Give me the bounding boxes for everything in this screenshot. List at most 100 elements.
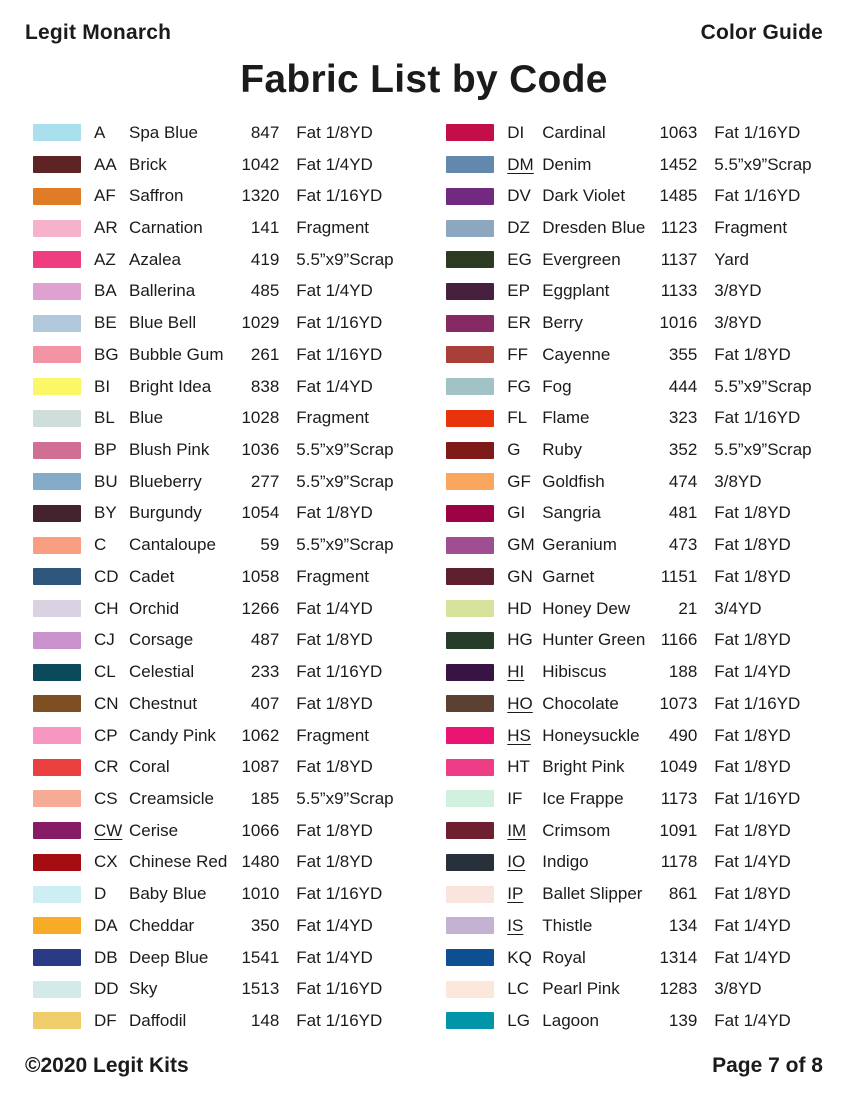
fabric-number: 59	[260, 535, 280, 555]
fabric-name: Bubble Gum	[129, 344, 224, 364]
fabric-color-swatch	[33, 156, 81, 174]
fabric-number: 1480	[241, 852, 280, 872]
fabric-code: GN	[507, 566, 533, 586]
fabric-color-swatch	[446, 187, 495, 205]
fabric-number: 1042	[241, 154, 280, 174]
fabric-name: Hunter Green	[542, 630, 646, 650]
fabric-row: DZ Dresden Blue 1123 Fragment	[446, 212, 816, 244]
fabric-row: D Baby Blue 1010 Fat 1/16YD	[33, 878, 398, 910]
fabric-name: Berry	[542, 313, 583, 333]
fabric-number: 1151	[660, 566, 698, 586]
fabric-number: 419	[250, 249, 280, 269]
fabric-row: IM Crimsom 1091 Fat 1/8YD	[446, 815, 816, 847]
fabric-name: Ruby	[542, 440, 582, 460]
fabric-row: A Spa Blue 847 Fat 1/8YD	[33, 117, 398, 149]
fabric-number: 861	[668, 884, 698, 904]
fabric-color-swatch	[33, 727, 81, 745]
fabric-cut-size: Fat 1/16YD	[714, 788, 801, 808]
fabric-row: IS Thistle 134 Fat 1/4YD	[446, 910, 816, 942]
fabric-cut-size: 5.5”x9”Scrap	[714, 440, 812, 460]
fabric-row: CJ Corsage 487 Fat 1/8YD	[33, 625, 398, 657]
fabric-code: AR	[94, 218, 118, 238]
fabric-name: Geranium	[542, 535, 617, 555]
fabric-cut-size: 5.5”x9”Scrap	[714, 376, 812, 396]
fabric-number: 188	[668, 662, 698, 682]
fabric-row: BL Blue 1028 Fragment	[33, 402, 398, 434]
fabric-number: 277	[250, 471, 280, 491]
fabric-code: DM	[507, 154, 534, 174]
fabric-number: 1320	[241, 186, 280, 206]
fabric-number: 141	[250, 218, 280, 238]
fabric-name: Cadet	[129, 566, 175, 586]
fabric-code: CW	[94, 820, 123, 840]
fabric-code: CX	[94, 852, 118, 872]
fabric-color-swatch	[446, 758, 495, 776]
fabric-name: Goldfish	[542, 471, 605, 491]
fabric-color-swatch	[446, 790, 495, 808]
fabric-code: FF	[507, 344, 529, 364]
fabric-color-swatch	[33, 441, 81, 459]
fabric-row: IP Ballet Slipper 861 Fat 1/8YD	[446, 878, 816, 910]
fabric-name: Blush Pink	[129, 440, 210, 460]
fabric-color-swatch	[33, 758, 81, 776]
fabric-name: Cayenne	[542, 344, 611, 364]
fabric-code: G	[507, 440, 521, 460]
fabric-row: HG Hunter Green 1166 Fat 1/8YD	[446, 625, 816, 657]
fabric-number: 487	[250, 630, 280, 650]
fabric-table: A Spa Blue 847 Fat 1/8YD AA Brick 1042 F…	[33, 117, 815, 1037]
fabric-cut-size: Fat 1/4YD	[714, 852, 791, 872]
fabric-color-swatch	[446, 219, 495, 237]
fabric-color-swatch	[33, 282, 81, 300]
fabric-number: 1016	[659, 313, 698, 333]
fabric-code: AZ	[94, 249, 116, 269]
copyright-label: ©2020 Legit Kits	[25, 1054, 189, 1077]
fabric-row: DA Cheddar 350 Fat 1/4YD	[33, 910, 398, 942]
fabric-number: 1036	[241, 440, 280, 460]
fabric-cut-size: Fat 1/16YD	[714, 186, 801, 206]
fabric-name: Crimsom	[542, 820, 611, 840]
fabric-number: 1062	[241, 725, 280, 745]
fabric-row: HD Honey Dew 21 3/4YD	[446, 593, 816, 625]
fabric-color-swatch	[446, 409, 495, 427]
fabric-code: CN	[94, 693, 119, 713]
fabric-color-swatch	[446, 885, 495, 903]
fabric-color-swatch	[446, 156, 495, 174]
fabric-color-swatch	[446, 822, 495, 840]
fabric-code: GM	[507, 535, 535, 555]
fabric-name: Dark Violet	[542, 186, 626, 206]
fabric-code: LG	[507, 1010, 530, 1030]
fabric-code: DI	[507, 122, 525, 142]
fabric-number: 185	[250, 788, 280, 808]
fabric-number: 847	[250, 122, 280, 142]
fabric-row: HS Honeysuckle 490 Fat 1/8YD	[446, 720, 816, 752]
fabric-row: DD Sky 1513 Fat 1/16YD	[33, 973, 398, 1005]
fabric-row: IF Ice Frappe 1173 Fat 1/16YD	[446, 783, 816, 815]
fabric-cut-size: Yard	[714, 249, 749, 269]
fabric-name: Orchid	[129, 598, 180, 618]
fabric-number: 1178	[660, 852, 698, 872]
fabric-cut-size: Fat 1/4YD	[296, 915, 373, 935]
fabric-code: LC	[507, 979, 530, 999]
fabric-code: IM	[507, 820, 527, 840]
fabric-cut-size: Fat 1/4YD	[714, 915, 791, 935]
fabric-number: 444	[668, 376, 698, 396]
fabric-row: LC Pearl Pink 1283 3/8YD	[446, 973, 816, 1005]
fabric-color-swatch	[33, 314, 81, 332]
fabric-name: Bright Pink	[542, 757, 625, 777]
fabric-code: BY	[94, 503, 117, 523]
fabric-number: 490	[668, 725, 698, 745]
fabric-color-swatch	[446, 631, 495, 649]
fabric-number: 1087	[241, 757, 280, 777]
fabric-name: Cheddar	[129, 915, 195, 935]
fabric-cut-size: Fat 1/4YD	[714, 662, 791, 682]
fabric-color-swatch	[33, 980, 81, 998]
fabric-row: LG Lagoon 139 Fat 1/4YD	[446, 1005, 816, 1037]
fabric-row: GF Goldfish 474 3/8YD	[446, 466, 816, 498]
fabric-row: BP Blush Pink 1036 5.5”x9”Scrap	[33, 434, 398, 466]
fabric-cut-size: 5.5”x9”Scrap	[296, 788, 394, 808]
fabric-code: KQ	[507, 947, 532, 967]
fabric-name: Creamsicle	[129, 788, 215, 808]
fabric-color-swatch	[446, 853, 495, 871]
fabric-row: EG Evergreen 1137 Yard	[446, 244, 816, 276]
fabric-number: 1029	[241, 313, 280, 333]
